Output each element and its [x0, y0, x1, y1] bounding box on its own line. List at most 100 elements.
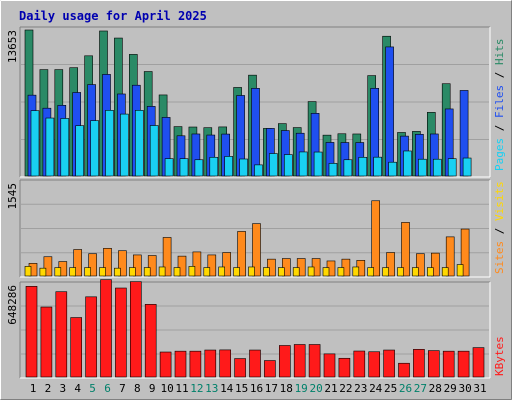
kbytes-bar	[144, 304, 157, 378]
sites-bar	[43, 256, 53, 277]
x-tick-label: 16	[250, 382, 263, 395]
kbytes-bar	[189, 350, 202, 378]
pages-bar	[75, 125, 84, 177]
chart-title: Daily usage for April 2025	[19, 9, 207, 23]
files-bar	[251, 88, 260, 177]
legend-item: Files	[493, 85, 506, 118]
kbytes-bar	[130, 281, 142, 378]
x-tick-label: 25	[384, 382, 397, 395]
kbytes-bar	[204, 349, 217, 378]
kbytes-bar	[383, 349, 395, 378]
pages-bar	[179, 158, 189, 177]
sites-bar	[147, 255, 157, 277]
visits-bar	[248, 266, 255, 277]
pages-bar	[45, 117, 55, 177]
visits-bar	[173, 267, 181, 277]
visits-bar	[456, 264, 464, 277]
sites-bar	[401, 222, 410, 277]
visits-bar	[24, 266, 32, 277]
pages-bar	[30, 110, 40, 177]
pages-bar	[209, 156, 219, 177]
chart-panels: 13653 1545 648286	[6, 26, 491, 379]
legend-separator: /	[493, 65, 506, 85]
kbytes-bar	[368, 351, 381, 378]
kbytes-bar	[427, 350, 440, 378]
x-tick-label: 23	[354, 382, 367, 395]
x-tick-label: 11	[175, 382, 188, 395]
x-tick-label: 30	[458, 382, 471, 395]
x-tick-label: 4	[74, 382, 81, 395]
sites-bar	[73, 249, 82, 277]
x-tick-label: 17	[265, 382, 278, 395]
x-tick-label: 8	[134, 382, 141, 395]
x-tick-label: 12	[190, 382, 203, 395]
kbytes-bar	[249, 349, 261, 378]
x-tick-label: 3	[59, 382, 66, 395]
visits-bar	[84, 267, 91, 277]
visits-bar	[263, 267, 270, 277]
visits-bar	[352, 266, 360, 277]
visits-bar	[397, 267, 404, 277]
x-tick-label: 20	[309, 382, 322, 395]
panel-bottom: 648286	[6, 279, 491, 379]
sites-bar	[207, 254, 217, 277]
x-tick-label: 15	[235, 382, 248, 395]
x-tick-label: 22	[339, 382, 352, 395]
pages-bar	[135, 110, 144, 177]
visits-bar	[441, 267, 449, 277]
sites-bar	[88, 253, 97, 277]
pages-bar	[298, 151, 308, 177]
kbytes-bar	[353, 350, 366, 378]
x-tick-label: 28	[429, 382, 442, 395]
sites-bar	[192, 251, 202, 277]
visits-bar	[39, 267, 47, 277]
pages-bar	[343, 159, 353, 177]
visits-bar	[218, 266, 225, 277]
legend-middle: Sites / Visits	[493, 181, 506, 274]
x-tick-label: 14	[220, 382, 234, 395]
pages-bar	[194, 159, 204, 177]
pages-bar	[164, 158, 174, 177]
legend-top: Pages / Files / Hits	[493, 39, 506, 172]
x-tick-label: 21	[324, 382, 337, 395]
pages-bar	[120, 113, 129, 177]
x-tick-label: 5	[89, 382, 96, 395]
pages-bar	[254, 164, 263, 177]
kbytes-bar	[70, 317, 82, 378]
legend-labels: Pages / Files / Hits Sites / Visits KBytes	[493, 39, 506, 377]
kbytes-bar	[293, 344, 306, 378]
visits-bar	[367, 267, 375, 277]
sites-bar	[133, 254, 142, 277]
kbytes-bar	[413, 349, 425, 378]
kbytes-bar	[472, 347, 485, 378]
pages-bar	[283, 154, 293, 177]
visits-bar	[233, 267, 240, 277]
kbytes-bar	[85, 296, 97, 378]
y-max-label: 648286	[6, 285, 19, 325]
sites-bar	[430, 252, 440, 277]
x-tick-label: 9	[149, 382, 156, 395]
kbytes-bar	[264, 360, 276, 378]
sites-bar	[445, 236, 455, 277]
visits-bar	[203, 267, 211, 277]
kbytes-bar	[55, 291, 68, 378]
x-tick-label: 27	[414, 382, 427, 395]
visits-bar	[143, 267, 151, 277]
kbytes-bar	[159, 351, 172, 378]
legend-bottom: KBytes	[493, 336, 506, 376]
pages-bar	[462, 157, 472, 177]
y-max-label: 1545	[6, 183, 19, 210]
x-tick-label: 2	[45, 382, 52, 395]
visits-bar	[337, 267, 345, 277]
kbytes-bar	[278, 345, 291, 378]
pages-bar	[447, 158, 457, 177]
visits-bar	[69, 267, 76, 277]
panel-top: 13653	[6, 26, 491, 178]
x-tick-label: 19	[295, 382, 308, 395]
x-tick-label: 6	[104, 382, 111, 395]
pages-bar	[105, 110, 114, 177]
legend-separator: /	[493, 118, 506, 138]
x-tick-label: 31	[473, 382, 486, 395]
sites-bar	[460, 228, 470, 277]
